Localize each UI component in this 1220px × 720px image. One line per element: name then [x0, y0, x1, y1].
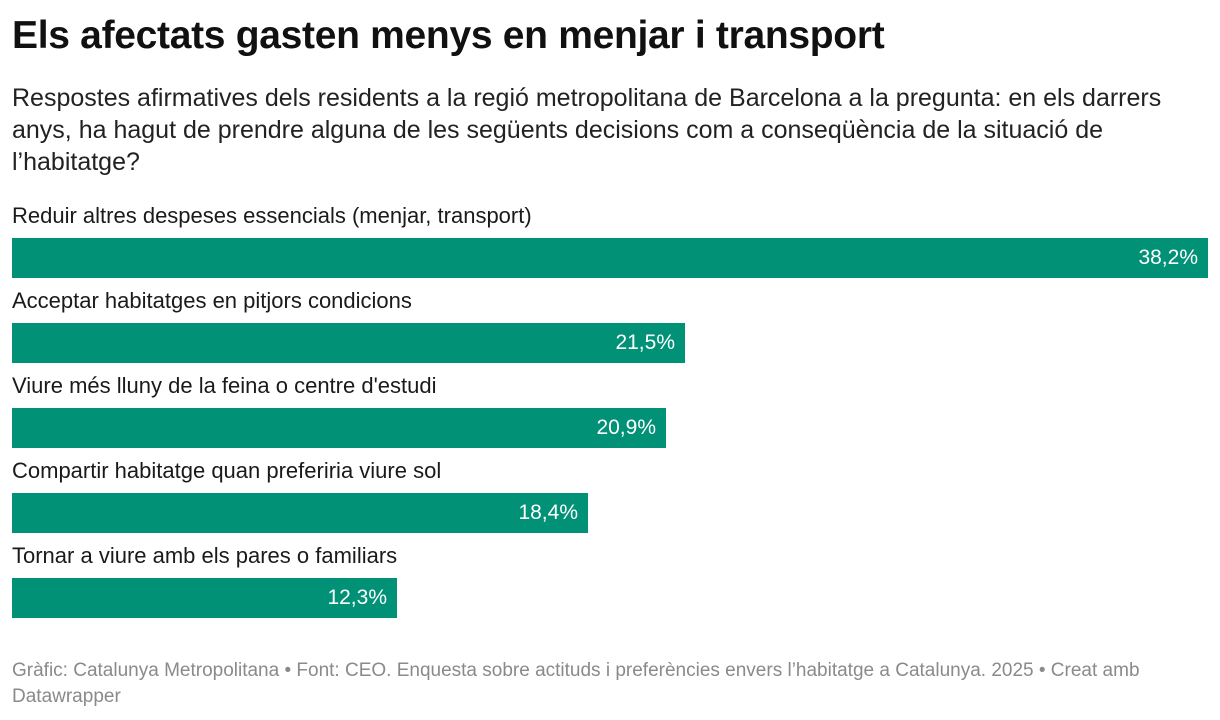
bar-value-label: 38,2% — [1138, 246, 1198, 269]
bar: 12,3% — [12, 578, 397, 618]
bar: 21,5% — [12, 323, 685, 363]
bar-value-label: 21,5% — [615, 331, 675, 354]
bar-value-label: 20,9% — [596, 416, 656, 439]
chart-subtitle: Respostes afirmatives dels residents a l… — [12, 84, 1162, 176]
bar-category-label: Viure més lluny de la feina o centre d'e… — [12, 373, 437, 398]
bar-category-label: Compartir habitatge quan preferiria viur… — [12, 458, 442, 483]
bar-value-label: 18,4% — [518, 501, 578, 524]
bar-category-label: Tornar a viure amb els pares o familiars — [12, 543, 398, 568]
bar: 20,9% — [12, 408, 666, 448]
bar: 38,2% — [12, 238, 1208, 278]
chart-title: Els afectats gasten menys en menjar i tr… — [12, 14, 885, 57]
bar-category-label: Reduir altres despeses essencials (menja… — [12, 203, 532, 228]
chart-footer: Gràfic: Catalunya Metropolitana • Font: … — [12, 660, 1140, 707]
bar-value-label: 12,3% — [327, 586, 387, 609]
bar-category-label: Acceptar habitatges en pitjors condicion… — [12, 288, 412, 313]
bar: 18,4% — [12, 493, 588, 533]
